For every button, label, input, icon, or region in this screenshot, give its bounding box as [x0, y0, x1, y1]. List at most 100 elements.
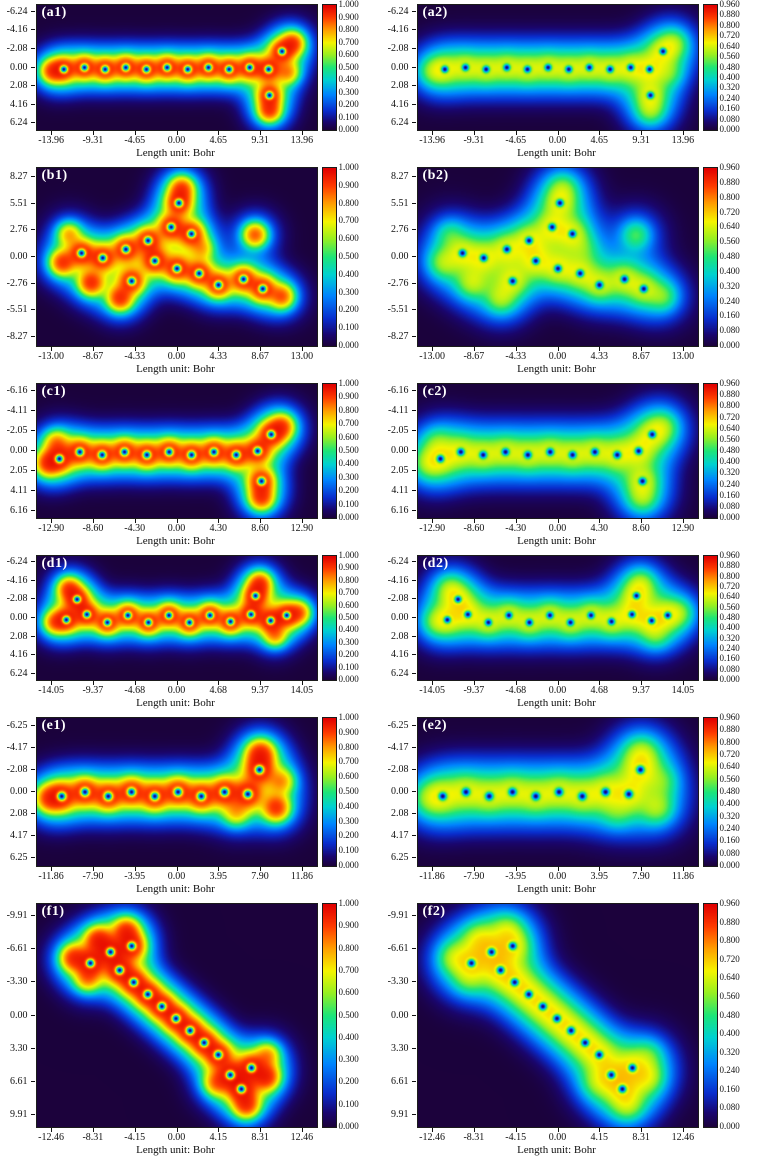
colorbar-tick-label: 0.300	[339, 473, 359, 482]
colorbar-tick-label: 0.320	[720, 1048, 740, 1057]
y-tick-mark	[412, 490, 416, 491]
colorbar	[703, 4, 718, 131]
x-tick-label: -12.90	[29, 523, 73, 534]
colorbar-tick-label: 0.640	[720, 222, 740, 231]
x-tick-label: 0.00	[536, 135, 580, 146]
y-tick-mark	[31, 309, 35, 310]
panel-label-a1: (a1)	[42, 5, 67, 21]
y-tick-mark	[412, 48, 416, 49]
heatmap-canvas-e2	[418, 718, 698, 866]
colorbar-tick-label: 0.480	[720, 1011, 740, 1020]
x-tick-label: 13.00	[661, 351, 705, 362]
heatmap-plot: (b1)	[36, 167, 318, 347]
colorbar-tick-label: 0.160	[720, 491, 740, 500]
x-tick-label: 8.67	[619, 351, 663, 362]
y-tick-mark	[31, 336, 35, 337]
x-tick-label: -9.37	[452, 685, 496, 696]
colorbar-tick-label: 0.000	[339, 341, 359, 350]
colorbar-tick-label: 0.500	[339, 252, 359, 261]
y-tick-mark	[31, 1048, 35, 1049]
colorbar-canvas-a2	[704, 5, 717, 130]
heatmap-plot: (f1)	[36, 903, 318, 1128]
colorbar-tick-label: 0.800	[720, 738, 740, 747]
x-tick-label: 9.31	[619, 135, 663, 146]
heatmap-canvas-d1	[37, 556, 317, 680]
x-tick-label: 0.00	[536, 1132, 580, 1143]
colorbar	[703, 717, 718, 867]
x-tick-label: 0.00	[155, 523, 199, 534]
colorbar-tick-label: 0.720	[720, 413, 740, 422]
colorbar-tick-label: 0.600	[339, 50, 359, 59]
colorbar-tick-label: 0.700	[339, 588, 359, 597]
y-tick-mark	[412, 636, 416, 637]
y-tick-label: -2.05	[381, 425, 409, 436]
y-tick-label: 6.24	[0, 117, 28, 128]
x-tick-label: -4.68	[494, 685, 538, 696]
y-tick-mark	[31, 835, 35, 836]
colorbar-canvas-b2	[704, 168, 717, 346]
y-tick-label: 4.11	[381, 485, 409, 496]
x-tick-label: 12.90	[661, 523, 705, 534]
panel-label-b2: (b2)	[423, 168, 449, 184]
y-tick-label: 9.91	[0, 1109, 28, 1120]
x-tick-label: 4.33	[577, 351, 621, 362]
y-tick-label: -2.08	[381, 43, 409, 54]
x-tick-label: -14.05	[410, 685, 454, 696]
x-tick-label: 4.15	[196, 1132, 240, 1143]
x-tick-label: 8.31	[619, 1132, 663, 1143]
colorbar-tick-label: 0.000	[720, 675, 740, 684]
heatmap-plot: (a1)	[36, 4, 318, 131]
colorbar-tick-label: 0.300	[339, 638, 359, 647]
y-tick-label: 2.76	[381, 224, 409, 235]
colorbar-tick-label: 0.640	[720, 762, 740, 771]
panel-label-a2: (a2)	[423, 5, 448, 21]
x-tick-label: -4.33	[113, 351, 157, 362]
y-tick-mark	[31, 791, 35, 792]
x-tick-label: 13.96	[661, 135, 705, 146]
colorbar-tick-label: 0.800	[339, 25, 359, 34]
x-tick-label: 14.05	[661, 685, 705, 696]
y-tick-label: 6.24	[381, 668, 409, 679]
y-tick-mark	[412, 470, 416, 471]
colorbar-tick-label: 0.800	[339, 743, 359, 752]
colorbar-tick-label: 0.720	[720, 750, 740, 759]
colorbar-tick-label: 0.960	[720, 0, 740, 9]
x-tick-label: 0.00	[155, 685, 199, 696]
y-tick-mark	[31, 636, 35, 637]
colorbar-tick-label: 0.160	[720, 1085, 740, 1094]
x-axis-title: Length unit: Bohr	[36, 697, 316, 709]
y-tick-mark	[31, 490, 35, 491]
x-tick-label: 12.46	[280, 1132, 324, 1143]
colorbar-tick-label: 0.400	[720, 1029, 740, 1038]
x-tick-label: 13.00	[280, 351, 324, 362]
y-tick-mark	[31, 122, 35, 123]
x-tick-label: -8.60	[71, 523, 115, 534]
x-tick-label: -9.31	[452, 135, 496, 146]
colorbar-tick-label: 0.000	[720, 1122, 740, 1131]
y-tick-mark	[31, 857, 35, 858]
x-tick-label: 0.00	[155, 871, 199, 882]
y-tick-label: -5.51	[381, 304, 409, 315]
y-tick-mark	[31, 673, 35, 674]
colorbar-tick-label: 0.200	[339, 100, 359, 109]
y-tick-label: -3.30	[381, 976, 409, 987]
colorbar-tick-label: 0.720	[720, 955, 740, 964]
colorbar-tick-label: 0.600	[339, 988, 359, 997]
y-tick-mark	[412, 450, 416, 451]
colorbar-tick-label: 0.240	[720, 297, 740, 306]
y-tick-label: 4.16	[0, 649, 28, 660]
y-tick-mark	[31, 390, 35, 391]
colorbar-tick-label: 0.960	[720, 899, 740, 908]
x-tick-label: -3.95	[113, 871, 157, 882]
colorbar-tick-label: 0.000	[720, 861, 740, 870]
panel-label-f2: (f2)	[423, 904, 446, 920]
x-tick-label: 4.65	[196, 135, 240, 146]
y-tick-mark	[412, 430, 416, 431]
x-tick-label: -4.15	[113, 1132, 157, 1143]
heatmap-plot: (d1)	[36, 555, 318, 681]
x-tick-label: -4.33	[494, 351, 538, 362]
colorbar-tick-label: 0.880	[720, 725, 740, 734]
